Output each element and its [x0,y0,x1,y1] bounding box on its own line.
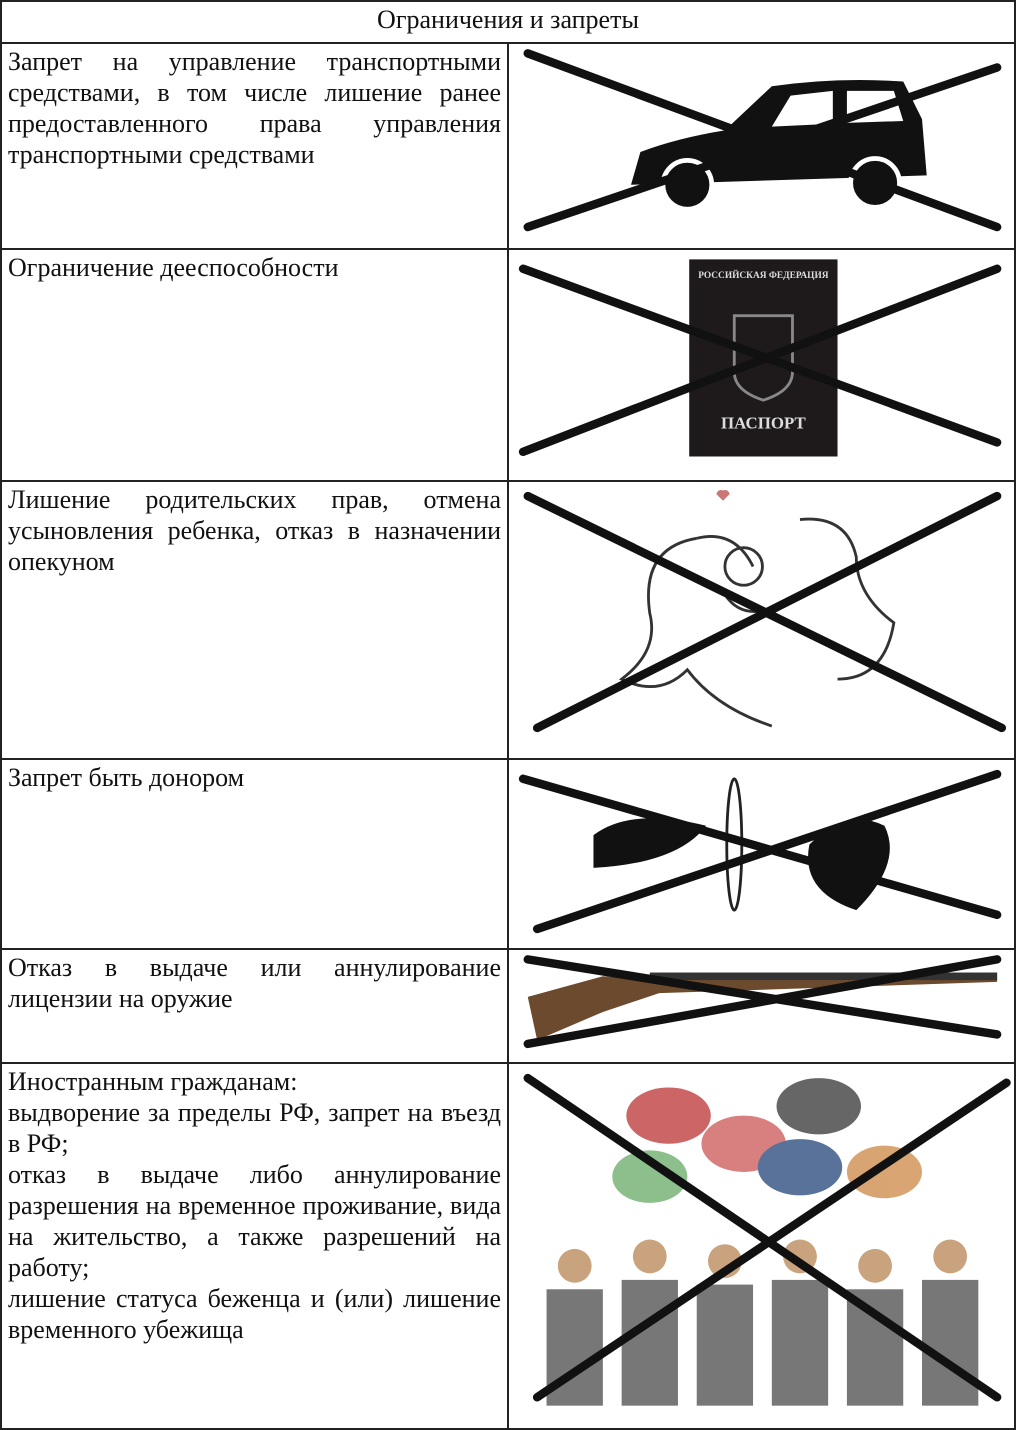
cell-text: Иностранным гражданам: выдворение за пре… [0,1062,509,1430]
cell-text: Запрет быть донором [0,758,509,950]
table-header: Ограничения и запреты [0,0,1016,44]
paragraph: Иностранным гражданам: [8,1067,298,1096]
gun-crossed [523,955,1002,1049]
paragraph: выдворение за пределы РФ, запрет на въез… [8,1098,501,1158]
paragraph: отказ в выдаче либо аннулирование разреш… [8,1160,501,1282]
cell-image [507,42,1016,250]
passport-label: ПАСПОРТ [721,413,806,432]
cell-image [507,948,1016,1064]
paragraph: Лишение родительских прав, отмена усынов… [8,485,501,576]
cell-image [507,480,1016,760]
paragraph: Ограничение дееспособности [8,253,339,282]
paragraph: Запрет быть донором [8,763,245,792]
family-crossed [523,490,1007,733]
passport-crossed: РОССИЙСКАЯ ФЕДЕРАЦИЯ ПАСПОРТ [518,259,1002,457]
cell-text: Лишение родительских прав, отмена усынов… [0,480,509,760]
cell-text: Запрет на управление транспортными средс… [0,42,509,250]
paragraph: Отказ в выдаче или аннулирование лицензи… [8,953,501,1013]
cell-image: РОССИЙСКАЯ ФЕДЕРАЦИЯ ПАСПОРТ [507,248,1016,482]
cell-text: Отказ в выдаче или аннулирование лицензи… [0,948,509,1064]
passport-title: РОССИЙСКАЯ ФЕДЕРАЦИЯ [698,269,829,281]
paragraph: Запрет на управление транспортными средс… [8,47,501,169]
cell-image [507,1062,1016,1430]
cell-image [507,758,1016,950]
paragraph: лишение статуса беженца и (или) лишение … [8,1284,501,1344]
cell-text: Ограничение дееспособности [0,248,509,482]
donor-crossed [518,769,1002,934]
car-crossed [523,49,1002,232]
migrants-crossed [523,1073,1011,1406]
